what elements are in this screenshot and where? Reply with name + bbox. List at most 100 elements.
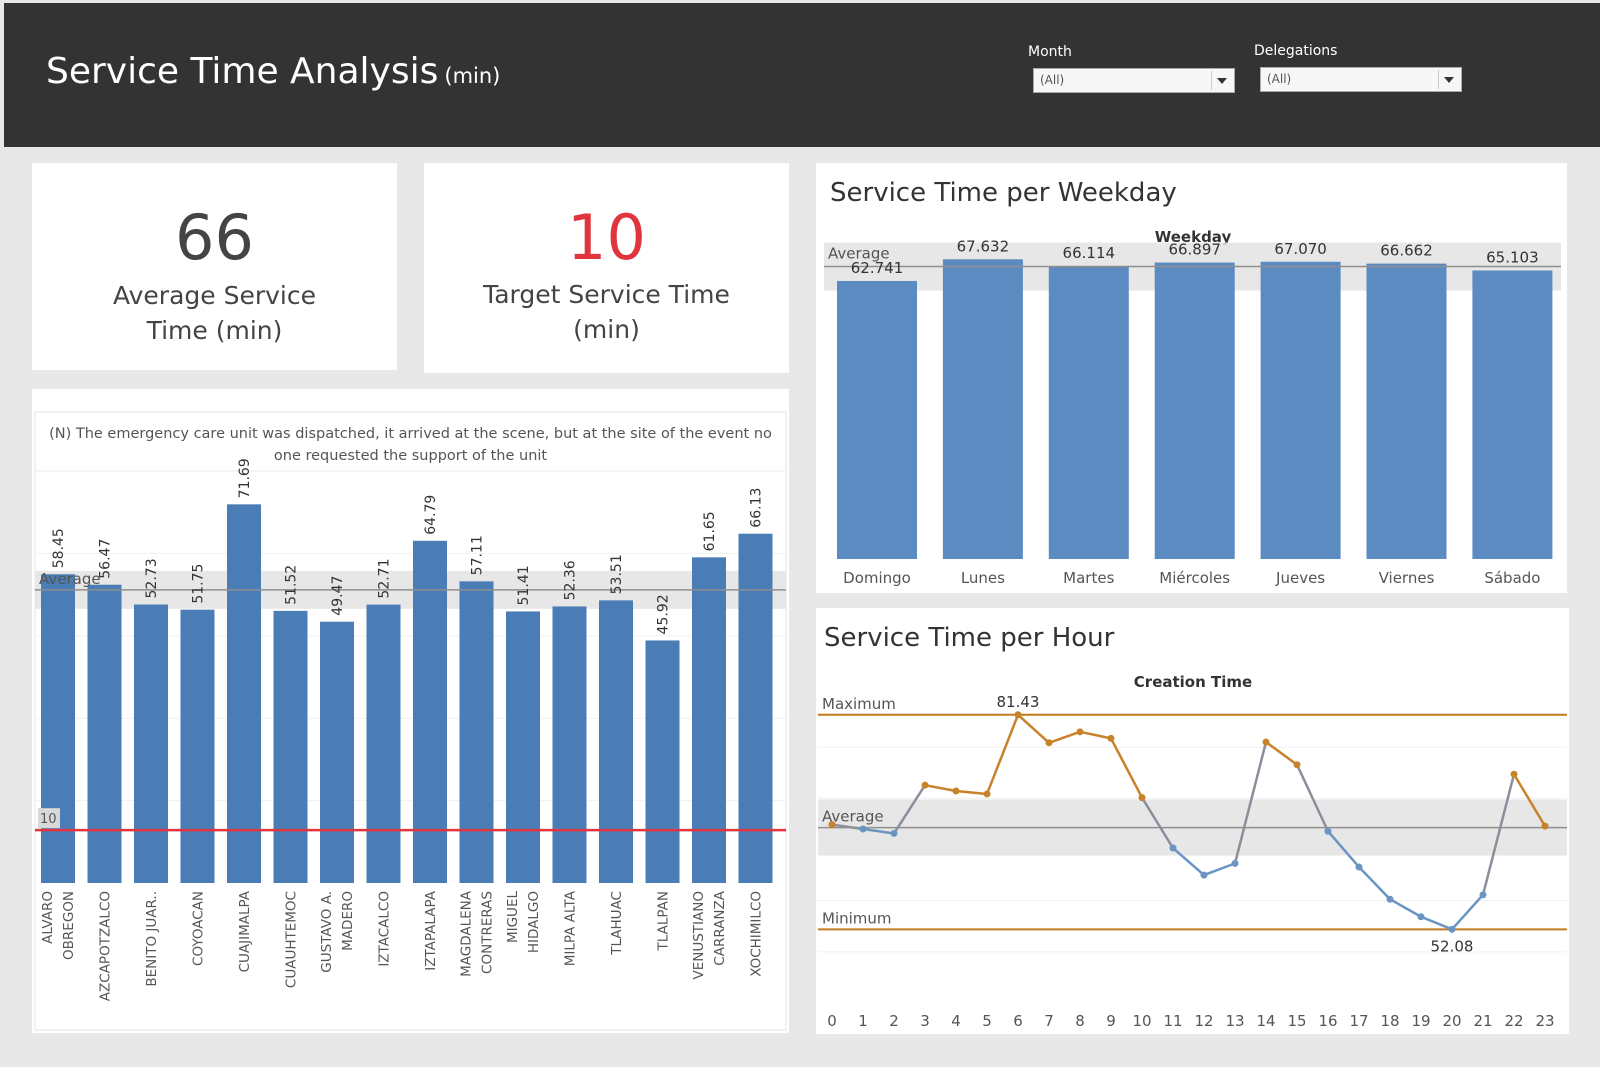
hour-line-segment	[955, 789, 988, 796]
hour-line-segment	[1327, 830, 1360, 868]
hour-tick-label: 6	[1013, 1012, 1023, 1030]
delegation-category-label: AZCAPOTZALCO	[98, 891, 114, 1001]
dashboard-header: Service Time Analysis (min) Month (All) D…	[4, 3, 1600, 147]
kpi-target-value: 10	[567, 201, 646, 274]
weekday-category-label: Jueves	[1275, 569, 1325, 587]
hour-point	[859, 825, 867, 833]
chevron-down-icon[interactable]	[1211, 71, 1232, 90]
kpi-average-label-line2: Time (min)	[146, 316, 283, 345]
hour-tick-label: 14	[1256, 1012, 1275, 1030]
hour-point	[1355, 863, 1363, 871]
hour-point	[1510, 770, 1518, 778]
chevron-down-icon[interactable]	[1438, 70, 1459, 89]
weekday-bar-chart: Service Time per Weekday Weekday Average…	[824, 178, 1561, 587]
weekday-value-label: 67.070	[1274, 240, 1327, 258]
hour-point	[1417, 913, 1425, 921]
weekday-bar	[1366, 263, 1447, 559]
kpi-target-label-line2: (min)	[573, 315, 640, 344]
delegation-value-label: 49.47	[330, 576, 346, 616]
delegation-value-label: 57.11	[470, 535, 486, 575]
hour-tick-label: 17	[1349, 1012, 1368, 1030]
delegation-bar	[180, 609, 215, 883]
delegation-value-label: 51.52	[284, 565, 300, 605]
average-label: Average	[39, 570, 101, 588]
delegation-bar	[227, 504, 261, 883]
delegation-category-label: GUSTAVO A.	[319, 891, 335, 973]
hour-point	[1200, 871, 1208, 879]
hour-line-segment	[1233, 741, 1268, 864]
delegation-category-label: VENUSTIANO	[691, 891, 707, 980]
delegation-value-label: 61.65	[702, 511, 718, 551]
weekday-value-label: 65.103	[1486, 248, 1539, 266]
weekday-bar	[1048, 266, 1129, 559]
hour-tick-label: 10	[1132, 1012, 1151, 1030]
delegation-bar	[552, 606, 587, 883]
hour-tick-label: 12	[1194, 1012, 1213, 1030]
kpi-average-value: 66	[175, 201, 254, 274]
kpi-average-label-line1: Average Service	[112, 281, 316, 310]
delegation-value-label: 66.13	[749, 488, 765, 528]
hour-point-label: 52.08	[1431, 937, 1474, 955]
hour-tick-label: 1	[858, 1012, 868, 1030]
delegation-category-label: TLAHUAC	[609, 891, 625, 956]
delegation-bar	[459, 581, 494, 883]
weekday-bar	[942, 259, 1023, 559]
delegation-category-label: MADERO	[340, 891, 356, 951]
delegation-note-line1: (N) The emergency care unit was dispatch…	[49, 426, 772, 442]
delegation-bar	[413, 540, 447, 883]
delegation-bar	[87, 584, 122, 883]
hour-point	[921, 781, 929, 789]
target-label: 10	[40, 812, 57, 827]
delegation-category-label: XOCHIMILCO	[749, 891, 765, 977]
delegation-bar	[599, 600, 633, 883]
weekday-chart-title: Service Time per Weekday	[830, 178, 1177, 208]
weekday-category-label: Domingo	[843, 569, 911, 587]
hour-tick-label: 19	[1411, 1012, 1430, 1030]
delegation-value-label: 56.47	[98, 539, 114, 579]
hour-tick-label: 20	[1442, 1012, 1461, 1030]
delegation-value-label: 45.92	[656, 594, 672, 634]
month-filter-select[interactable]: (All)	[1033, 68, 1235, 93]
delegation-bar	[273, 610, 308, 883]
delegation-category-label: MILPA ALTA	[563, 890, 579, 966]
kpi-average-card: 66 Average Service Time (min)	[32, 163, 397, 370]
hour-line-segment	[1420, 915, 1453, 931]
title-unit: (min)	[444, 64, 501, 88]
weekday-value-label: 66.662	[1380, 242, 1433, 260]
weekday-chart-card: Service Time per Weekday Weekday Average…	[816, 163, 1567, 593]
hour-tick-label: 15	[1287, 1012, 1306, 1030]
delegation-value-label: 51.75	[191, 564, 207, 604]
hour-point	[983, 790, 991, 798]
kpi-target-card: 10 Target Service Time (min)	[424, 163, 789, 373]
delegation-bar	[134, 604, 168, 883]
hour-point	[1386, 895, 1394, 903]
hour-tick-label: 2	[889, 1012, 899, 1030]
weekday-value-label: 66.897	[1168, 241, 1221, 259]
hour-line-segment	[1079, 730, 1112, 740]
delegation-note-line2: one requested the support of the unit	[274, 448, 548, 464]
target-label-bg	[38, 808, 60, 829]
hour-point	[1262, 738, 1270, 746]
hour-tick-label: 13	[1225, 1012, 1244, 1030]
hour-point	[1014, 711, 1022, 719]
hour-tick-label: 9	[1106, 1012, 1116, 1030]
hour-point	[1138, 794, 1146, 802]
delegation-category-label: CARRANZA	[712, 890, 728, 965]
delegations-filter-select[interactable]: (All)	[1260, 67, 1462, 92]
hour-chart-title: Service Time per Hour	[824, 623, 1115, 653]
delegation-category-label: MAGDALENA	[459, 890, 475, 977]
hour-line-segment	[1265, 741, 1298, 766]
hour-point	[828, 821, 836, 829]
hour-tick-label: 8	[1075, 1012, 1085, 1030]
delegation-chart-card: (N) The emergency care unit was dispatch…	[32, 389, 789, 1033]
delegations-filter-label: Delegations	[1254, 43, 1338, 59]
weekday-bar	[837, 280, 917, 559]
month-filter-label: Month	[1028, 44, 1072, 60]
delegation-value-label: 51.41	[516, 565, 532, 605]
delegation-category-label: COYOACAN	[191, 891, 207, 966]
weekday-value-label: 62.741	[851, 259, 904, 277]
hour-point	[1169, 844, 1177, 852]
hour-point	[1231, 859, 1239, 867]
kpi-target-label-line1: Target Service Time	[483, 280, 730, 309]
delegation-category-label: CUAJIMALPA	[237, 890, 253, 972]
